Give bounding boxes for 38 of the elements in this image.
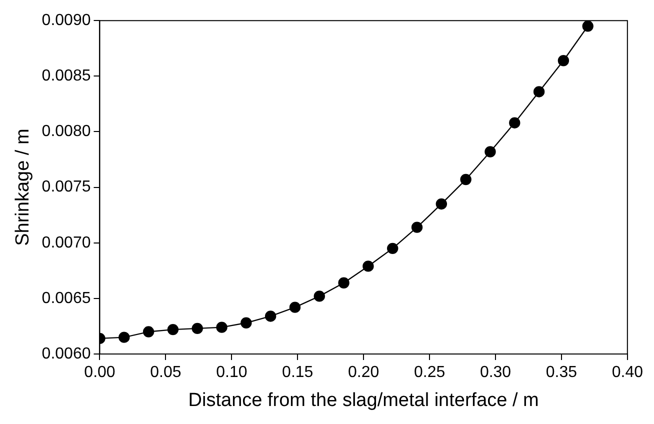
point (484, 146, 496, 158)
point (362, 260, 374, 272)
y-tick-label: 0.0090 (42, 12, 91, 30)
point (314, 290, 325, 302)
y-tick-label: 0.0080 (42, 123, 91, 140)
x-tick-label: 0.35 (546, 364, 578, 382)
point (240, 317, 252, 328)
point (167, 324, 179, 336)
y-tick-label: 0.0060 (42, 345, 91, 362)
point (533, 86, 545, 98)
point (192, 322, 203, 334)
point (264, 310, 276, 322)
y-tick-label: 0.0070 (42, 234, 91, 252)
point (338, 277, 350, 288)
point (142, 326, 154, 338)
x-tick-label: 0.20 (348, 364, 380, 382)
point (118, 332, 130, 343)
y-tick-label: 0.0085 (42, 68, 91, 85)
point (582, 20, 594, 32)
x-tick-label: 0.10 (216, 364, 248, 382)
point (509, 117, 520, 128)
y-tick-label: 0.0065 (42, 290, 91, 307)
x-tick-label: 0.30 (480, 364, 512, 382)
x-axis-title: Distance from the slag/metal interface / m (188, 390, 539, 411)
point (460, 174, 472, 186)
x-tick-label: 0.15 (282, 364, 314, 382)
x-tick-label: 0.05 (150, 364, 182, 382)
x-tick-label: 0.40 (612, 364, 644, 382)
point (216, 322, 228, 333)
x-tick-label: 0.00 (84, 364, 116, 382)
point (411, 222, 423, 233)
y-axis-title: Shrinkage / m (12, 128, 34, 246)
x-tick-label: 0.25 (414, 364, 446, 382)
point (289, 302, 301, 313)
point (387, 242, 398, 254)
point (558, 55, 570, 66)
y-tick-label: 0.0075 (42, 178, 91, 196)
point (436, 198, 448, 210)
